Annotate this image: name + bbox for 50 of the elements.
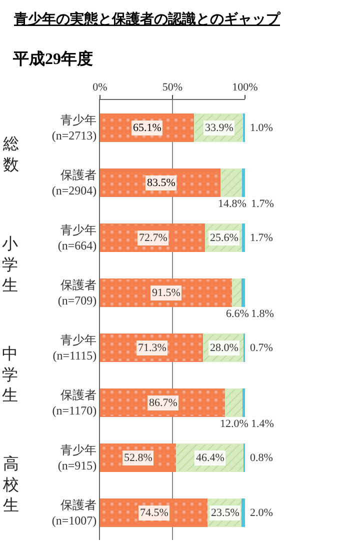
data-label: 23.5%	[211, 507, 240, 519]
data-label: 71.3%	[138, 342, 166, 354]
data-label: 12.0%	[220, 418, 248, 430]
text: 中学生	[2, 345, 18, 405]
data-label: 52.8%	[124, 452, 152, 464]
data-label: 1.8%	[251, 308, 274, 320]
data-label: 72.7%	[139, 232, 168, 244]
data-label: 83.5%	[147, 177, 176, 189]
data-label: 25.6%	[210, 232, 238, 244]
data-label: 1.7%	[251, 198, 274, 210]
bar	[100, 278, 234, 307]
bar	[100, 168, 222, 197]
text: 小学生	[2, 235, 18, 295]
chart-subtitle: 平成29年度	[12, 49, 93, 68]
data-label: 33.9%	[205, 122, 234, 134]
bar	[242, 278, 245, 307]
data-label: 6.6%	[226, 308, 249, 320]
bar	[220, 168, 244, 197]
y-tick-label: 保護者 (n=709)	[58, 278, 97, 308]
data-label: 65.1%	[133, 122, 162, 134]
y-tick-label: 青少年 (n=915)	[58, 442, 97, 472]
y-tick-label: 保護者 (n=1007)	[52, 498, 97, 528]
data-label: 91.5%	[152, 287, 180, 299]
x-tick-label: 0%	[92, 82, 108, 94]
bar	[232, 278, 243, 307]
data-label: 1.0%	[250, 122, 273, 134]
x-tick-label: 100%	[232, 82, 258, 94]
y-tick-label: 青少年 (n=2713)	[52, 112, 97, 142]
y-tick-label: 青少年 (n=1115)	[52, 332, 97, 362]
data-label: 0.8%	[250, 452, 273, 464]
data-label: 1.4%	[251, 418, 274, 430]
y-tick-label: 青少年 (n=664)	[58, 222, 97, 252]
data-label: 1.7%	[250, 232, 273, 244]
data-label: 74.5%	[140, 507, 168, 519]
text: 総数	[2, 136, 19, 174]
bar	[225, 388, 244, 417]
bar	[242, 168, 245, 197]
data-label: 86.7%	[149, 397, 178, 409]
x-tick-label: 50%	[162, 82, 183, 94]
data-label: 28.0%	[210, 342, 238, 354]
y-tick-label: 保護者 (n=2904)	[52, 168, 97, 198]
bar	[242, 223, 245, 252]
data-label: 46.4%	[196, 452, 224, 464]
data-label: 0.7%	[250, 342, 273, 354]
data-label: 2.0%	[250, 507, 273, 519]
data-label: 14.8%	[218, 198, 246, 210]
text: 高校生	[2, 455, 19, 515]
y-tick-label: 保護者 (n=1170)	[52, 388, 97, 418]
bar	[100, 388, 226, 417]
bar	[242, 498, 245, 527]
